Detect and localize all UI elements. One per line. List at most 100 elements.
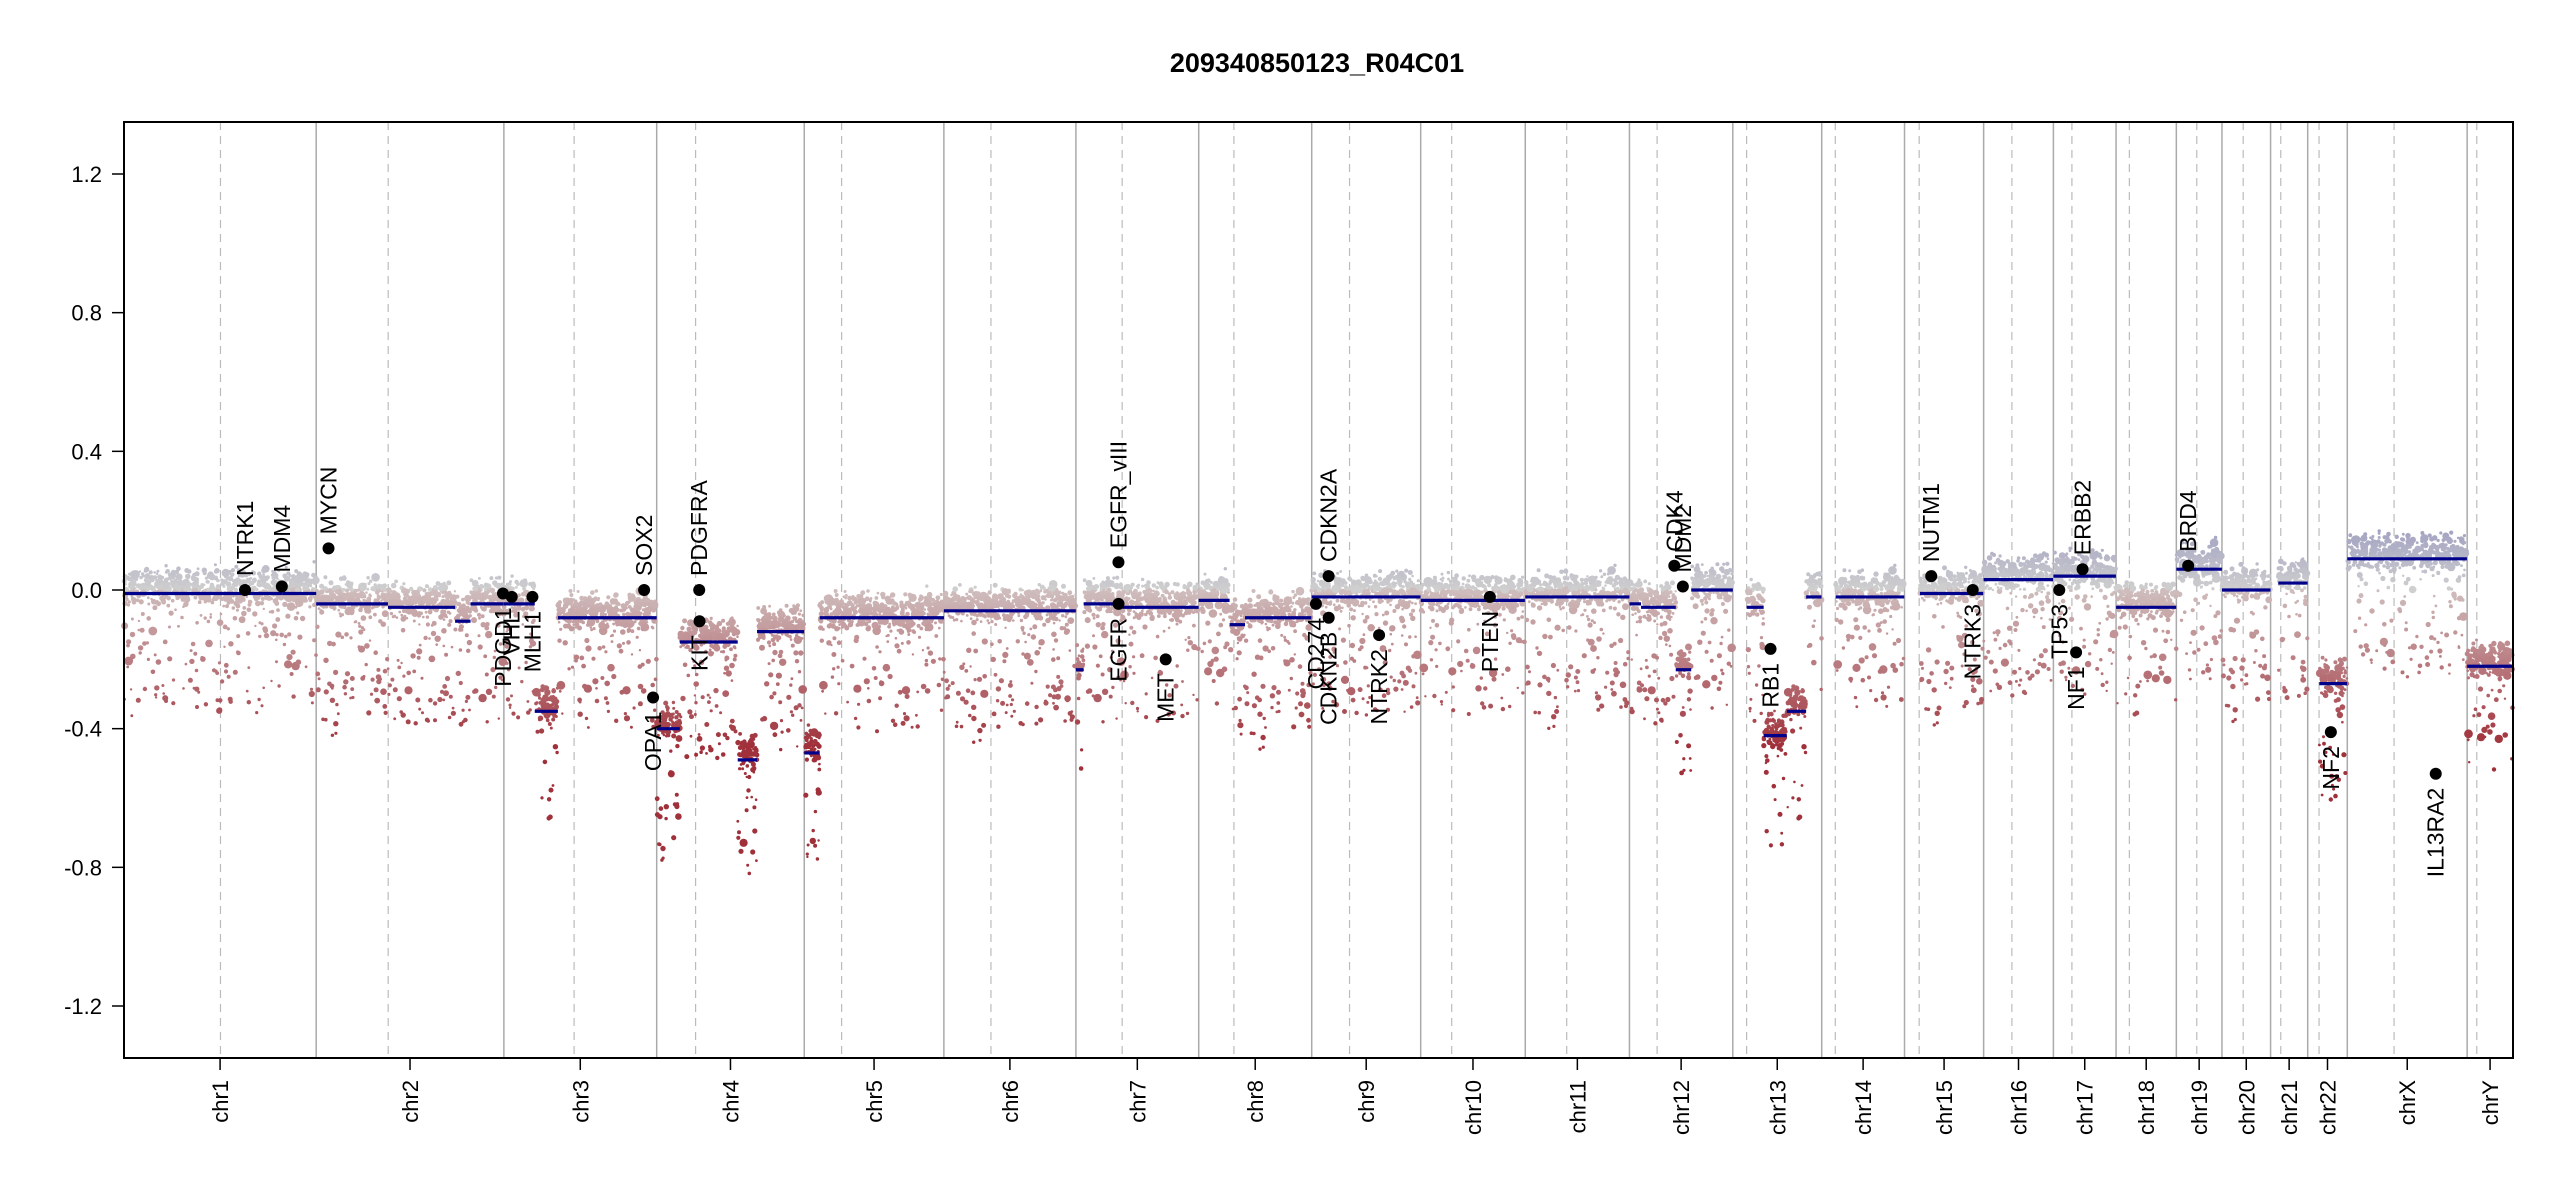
probe-point (223, 669, 229, 674)
probe-point (151, 601, 155, 605)
probe-point (562, 640, 568, 646)
probe-point (1304, 613, 1307, 616)
probe-point (400, 613, 404, 617)
probe-point (790, 643, 795, 648)
probe-point (733, 653, 738, 658)
probe-point (270, 630, 277, 637)
probe-point (613, 598, 618, 604)
probe-point (620, 603, 626, 609)
probe-point (801, 613, 805, 618)
probe-point (900, 607, 905, 612)
probe-point (778, 700, 783, 705)
probe-point (771, 658, 775, 663)
probe-point (466, 607, 472, 613)
probe-point (653, 708, 657, 712)
probe-point (492, 598, 496, 602)
probe-point (1007, 682, 1013, 688)
probe-point (489, 587, 496, 594)
probe-point (284, 660, 293, 669)
probe-point (413, 593, 417, 597)
probe-point (202, 598, 205, 601)
probe-point (800, 706, 804, 710)
probe-point (864, 596, 870, 602)
probe-point (167, 576, 172, 581)
probe-point (1007, 615, 1011, 619)
probe-point (593, 596, 598, 602)
probe-point (397, 665, 402, 670)
probe-point (172, 571, 177, 576)
probe-point (1104, 594, 1108, 599)
probe-point (402, 609, 406, 613)
probe-point (1246, 691, 1250, 695)
probe-point (653, 677, 658, 682)
probe-point (816, 732, 822, 738)
probe-point (693, 694, 697, 697)
probe-point (1061, 591, 1065, 595)
probe-point (973, 678, 977, 682)
probe-point (1045, 684, 1050, 689)
probe-point (906, 630, 910, 633)
probe-point (487, 594, 492, 599)
probe-point (1061, 583, 1066, 589)
probe-point (382, 668, 388, 674)
probe-point (1244, 701, 1250, 707)
probe-point (874, 606, 879, 611)
probe-point (451, 706, 455, 710)
probe-point (442, 698, 446, 702)
probe-point (368, 594, 372, 598)
probe-point (309, 687, 314, 691)
probe-point (546, 797, 552, 802)
probe-point (425, 615, 430, 619)
probe-point (231, 606, 236, 610)
probe-point (341, 575, 347, 581)
probe-point (333, 721, 339, 727)
probe-point (757, 632, 763, 638)
probe-point (748, 751, 752, 755)
probe-point (272, 598, 279, 604)
probe-point (668, 770, 673, 774)
probe-point (563, 613, 567, 617)
probe-point (401, 588, 407, 594)
probe-point (920, 597, 924, 601)
probe-point (395, 594, 401, 600)
probe-point (304, 665, 308, 669)
probe-point (327, 681, 332, 687)
probe-point (960, 619, 963, 623)
probe-point (843, 590, 847, 593)
probe-point (353, 593, 359, 598)
probe-point (619, 689, 625, 695)
probe-point (139, 575, 143, 580)
probe-point (130, 617, 134, 621)
probe-point (713, 644, 721, 652)
probe-point (1132, 610, 1136, 613)
probe-point (976, 591, 981, 596)
probe-point (861, 609, 867, 615)
probe-point (924, 658, 929, 663)
probe-point (729, 718, 735, 724)
probe-point (669, 749, 673, 753)
probe-point (1260, 734, 1266, 741)
probe-point (1175, 664, 1179, 668)
probe-point (1092, 577, 1096, 580)
probe-point (818, 762, 821, 766)
probe-point (584, 637, 590, 644)
probe-point (755, 749, 759, 753)
probe-point (630, 653, 634, 656)
probe-point (390, 582, 397, 589)
probe-point (333, 669, 339, 676)
probe-point (1223, 567, 1228, 571)
probe-point (1221, 666, 1228, 672)
probe-point (1223, 578, 1229, 584)
probe-point (431, 620, 437, 626)
probe-point (206, 580, 210, 584)
probe-point (294, 587, 301, 593)
probe-point (594, 698, 600, 704)
probe-point (192, 686, 196, 690)
probe-point (1288, 596, 1292, 600)
probe-point (576, 590, 580, 593)
probe-point (422, 615, 425, 619)
probe-point (677, 630, 685, 638)
probe-point (489, 576, 494, 581)
probe-point (225, 576, 231, 581)
probe-point (1289, 676, 1294, 681)
